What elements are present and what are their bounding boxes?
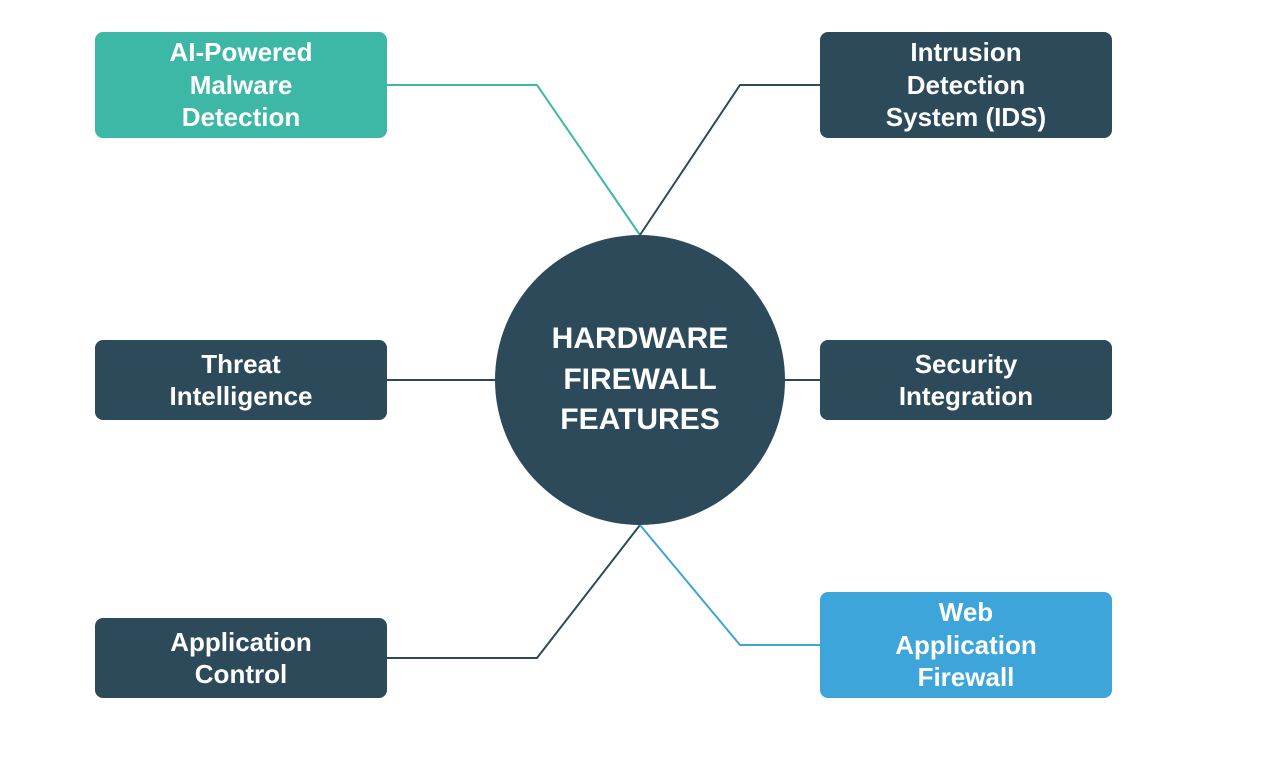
feature-box-label: AI-Powered Malware Detection xyxy=(169,36,312,134)
feature-box-app-control: Application Control xyxy=(95,618,387,698)
center-hub-label: HARDWARE FIREWALL FEATURES xyxy=(552,319,729,441)
feature-box-threat-intel: Threat Intelligence xyxy=(95,340,387,420)
connector-waf xyxy=(640,525,820,645)
feature-box-label: Security Integration xyxy=(899,348,1033,413)
firewall-features-diagram: HARDWARE FIREWALL FEATURES AI-Powered Ma… xyxy=(0,0,1280,760)
feature-box-label: Web Application Firewall xyxy=(895,596,1037,694)
feature-box-label: Threat Intelligence xyxy=(169,348,312,413)
feature-box-label: Application Control xyxy=(170,626,312,691)
feature-box-waf: Web Application Firewall xyxy=(820,592,1112,698)
feature-box-ids: Intrusion Detection System (IDS) xyxy=(820,32,1112,138)
connector-app-control xyxy=(387,525,640,658)
feature-box-label: Intrusion Detection System (IDS) xyxy=(886,36,1046,134)
connector-ai-malware xyxy=(387,85,640,235)
connector-ids xyxy=(640,85,820,235)
feature-box-security-integration: Security Integration xyxy=(820,340,1112,420)
center-hub: HARDWARE FIREWALL FEATURES xyxy=(495,235,785,525)
feature-box-ai-malware: AI-Powered Malware Detection xyxy=(95,32,387,138)
